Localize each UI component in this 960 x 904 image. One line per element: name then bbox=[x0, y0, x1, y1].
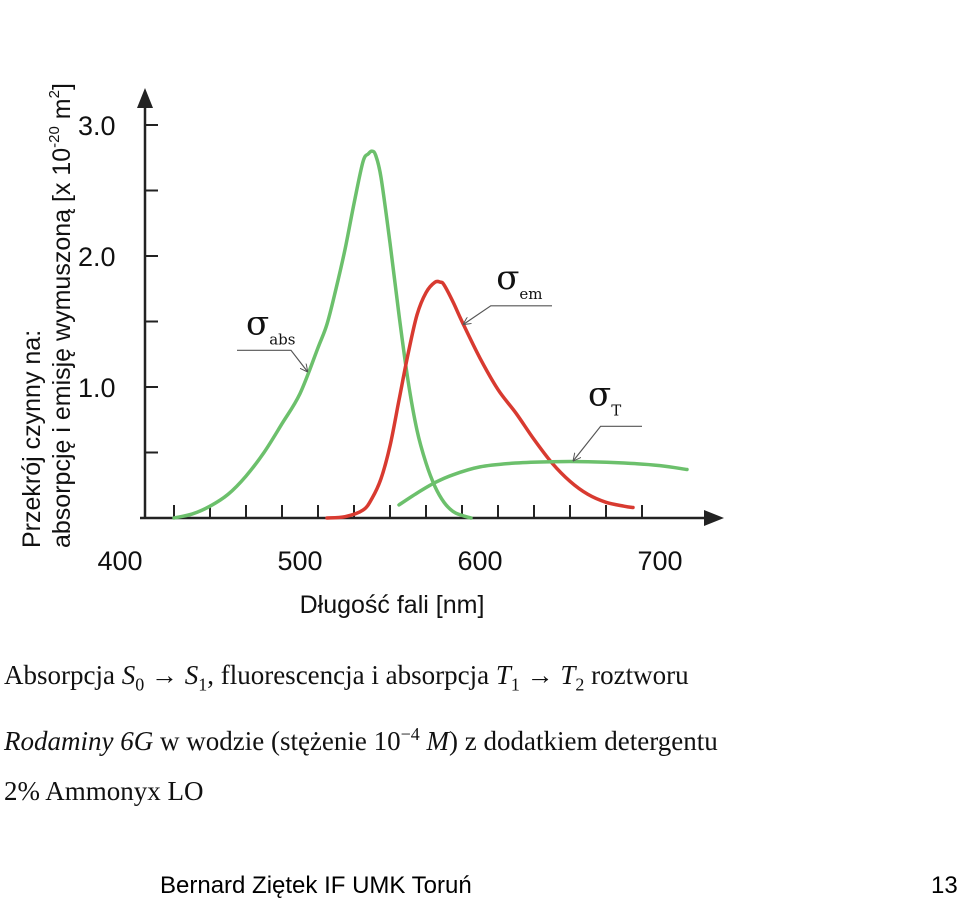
page-number: 13 bbox=[931, 872, 958, 899]
sigma-abs-subscript: abs bbox=[269, 331, 295, 349]
caption-exponent: −4 bbox=[400, 724, 420, 745]
sigma-em-curve bbox=[325, 279, 635, 520]
caption-text-2: , fluorescencja i absorpcja bbox=[207, 660, 496, 690]
caption-text-3: roztworu bbox=[584, 660, 689, 690]
x-axis-arrow-icon bbox=[704, 510, 724, 526]
sigma-em-label: σem bbox=[496, 258, 542, 303]
y-axis-label-line2-text: absorpcję i emisję wymuszoną [x 10 bbox=[48, 148, 76, 548]
sigma-t-symbol: σ bbox=[588, 374, 611, 414]
ticks bbox=[145, 124, 643, 518]
caption-t1: T bbox=[495, 660, 511, 690]
y-axis-label-line2: absorpcję i emisję wymuszoną [x 10-20 m2… bbox=[46, 83, 76, 548]
tick-labels: 400 500 600 700 1.0 2.0 3.0 bbox=[78, 111, 683, 576]
caption-text-4: w wodzie (stężenie 10 bbox=[153, 726, 401, 757]
caption-t2: T bbox=[560, 660, 576, 690]
caption-t2-sub: 2 bbox=[575, 674, 585, 695]
sigma-t-subscript: T bbox=[611, 401, 621, 419]
y-axis-label-unit-exponent: 2 bbox=[46, 90, 63, 98]
x-axis-label: Długość fali [nm] bbox=[300, 591, 485, 619]
caption-arrow-2: → bbox=[519, 660, 561, 690]
sigma-abs-leader-line bbox=[237, 349, 307, 371]
y-axis-label-unit: m bbox=[48, 98, 76, 126]
y-axis-label-line1: Przekrój czynny na: bbox=[18, 330, 46, 548]
y-tick-label-1: 2.0 bbox=[78, 242, 116, 272]
footer-author: Bernard Ziętek IF UMK Toruń bbox=[160, 872, 472, 899]
caption-m: M bbox=[426, 726, 450, 757]
caption-text-6: 2% Ammonyx LO bbox=[4, 776, 204, 807]
caption-t1-sub: 1 bbox=[510, 674, 520, 695]
figure-caption: Absorpcja S0 → S1, fluorescencja i absor… bbox=[4, 650, 956, 816]
y-tick-label-2: 3.0 bbox=[78, 111, 116, 141]
sigma-abs-symbol: σ bbox=[246, 304, 269, 344]
y-axis-label: Przekrój czynny na: absorpcję i emisję w… bbox=[18, 83, 76, 548]
sigma-t-leader-line bbox=[574, 425, 642, 460]
caption-rodamine: Rodaminy 6G bbox=[4, 726, 154, 757]
y-axis-arrow-icon bbox=[137, 88, 153, 108]
x-tick-label-600: 600 bbox=[457, 546, 502, 576]
y-tick-label-0: 1.0 bbox=[78, 373, 116, 403]
caption-text-5: ) z dodatkiem detergentu bbox=[449, 726, 718, 757]
caption-arrow-1: → bbox=[144, 660, 185, 690]
sigma-abs-curve bbox=[172, 149, 473, 520]
y-axis-label-exponent: -20 bbox=[46, 126, 63, 148]
caption-s0: S bbox=[121, 660, 136, 690]
caption-s1-sub: 1 bbox=[198, 674, 208, 695]
caption-s1: S bbox=[184, 660, 199, 690]
y-axis-label-close: ] bbox=[48, 83, 76, 90]
x-tick-label-400: 400 bbox=[97, 546, 142, 576]
sigma-em-leader-line bbox=[464, 305, 552, 324]
sigma-t-curve bbox=[397, 459, 689, 507]
x-tick-label-700: 700 bbox=[637, 546, 682, 576]
caption-text-1: Absorpcja bbox=[4, 660, 122, 690]
axes bbox=[137, 88, 724, 526]
sigma-em-symbol: σ bbox=[496, 258, 519, 298]
curves bbox=[172, 149, 689, 520]
sigma-t-label: σT bbox=[588, 374, 621, 419]
caption-s0-sub: 0 bbox=[135, 674, 145, 695]
sigma-abs-label: σabs bbox=[246, 304, 295, 349]
x-tick-label-500: 500 bbox=[277, 546, 322, 576]
sigma-em-subscript: em bbox=[519, 285, 542, 303]
